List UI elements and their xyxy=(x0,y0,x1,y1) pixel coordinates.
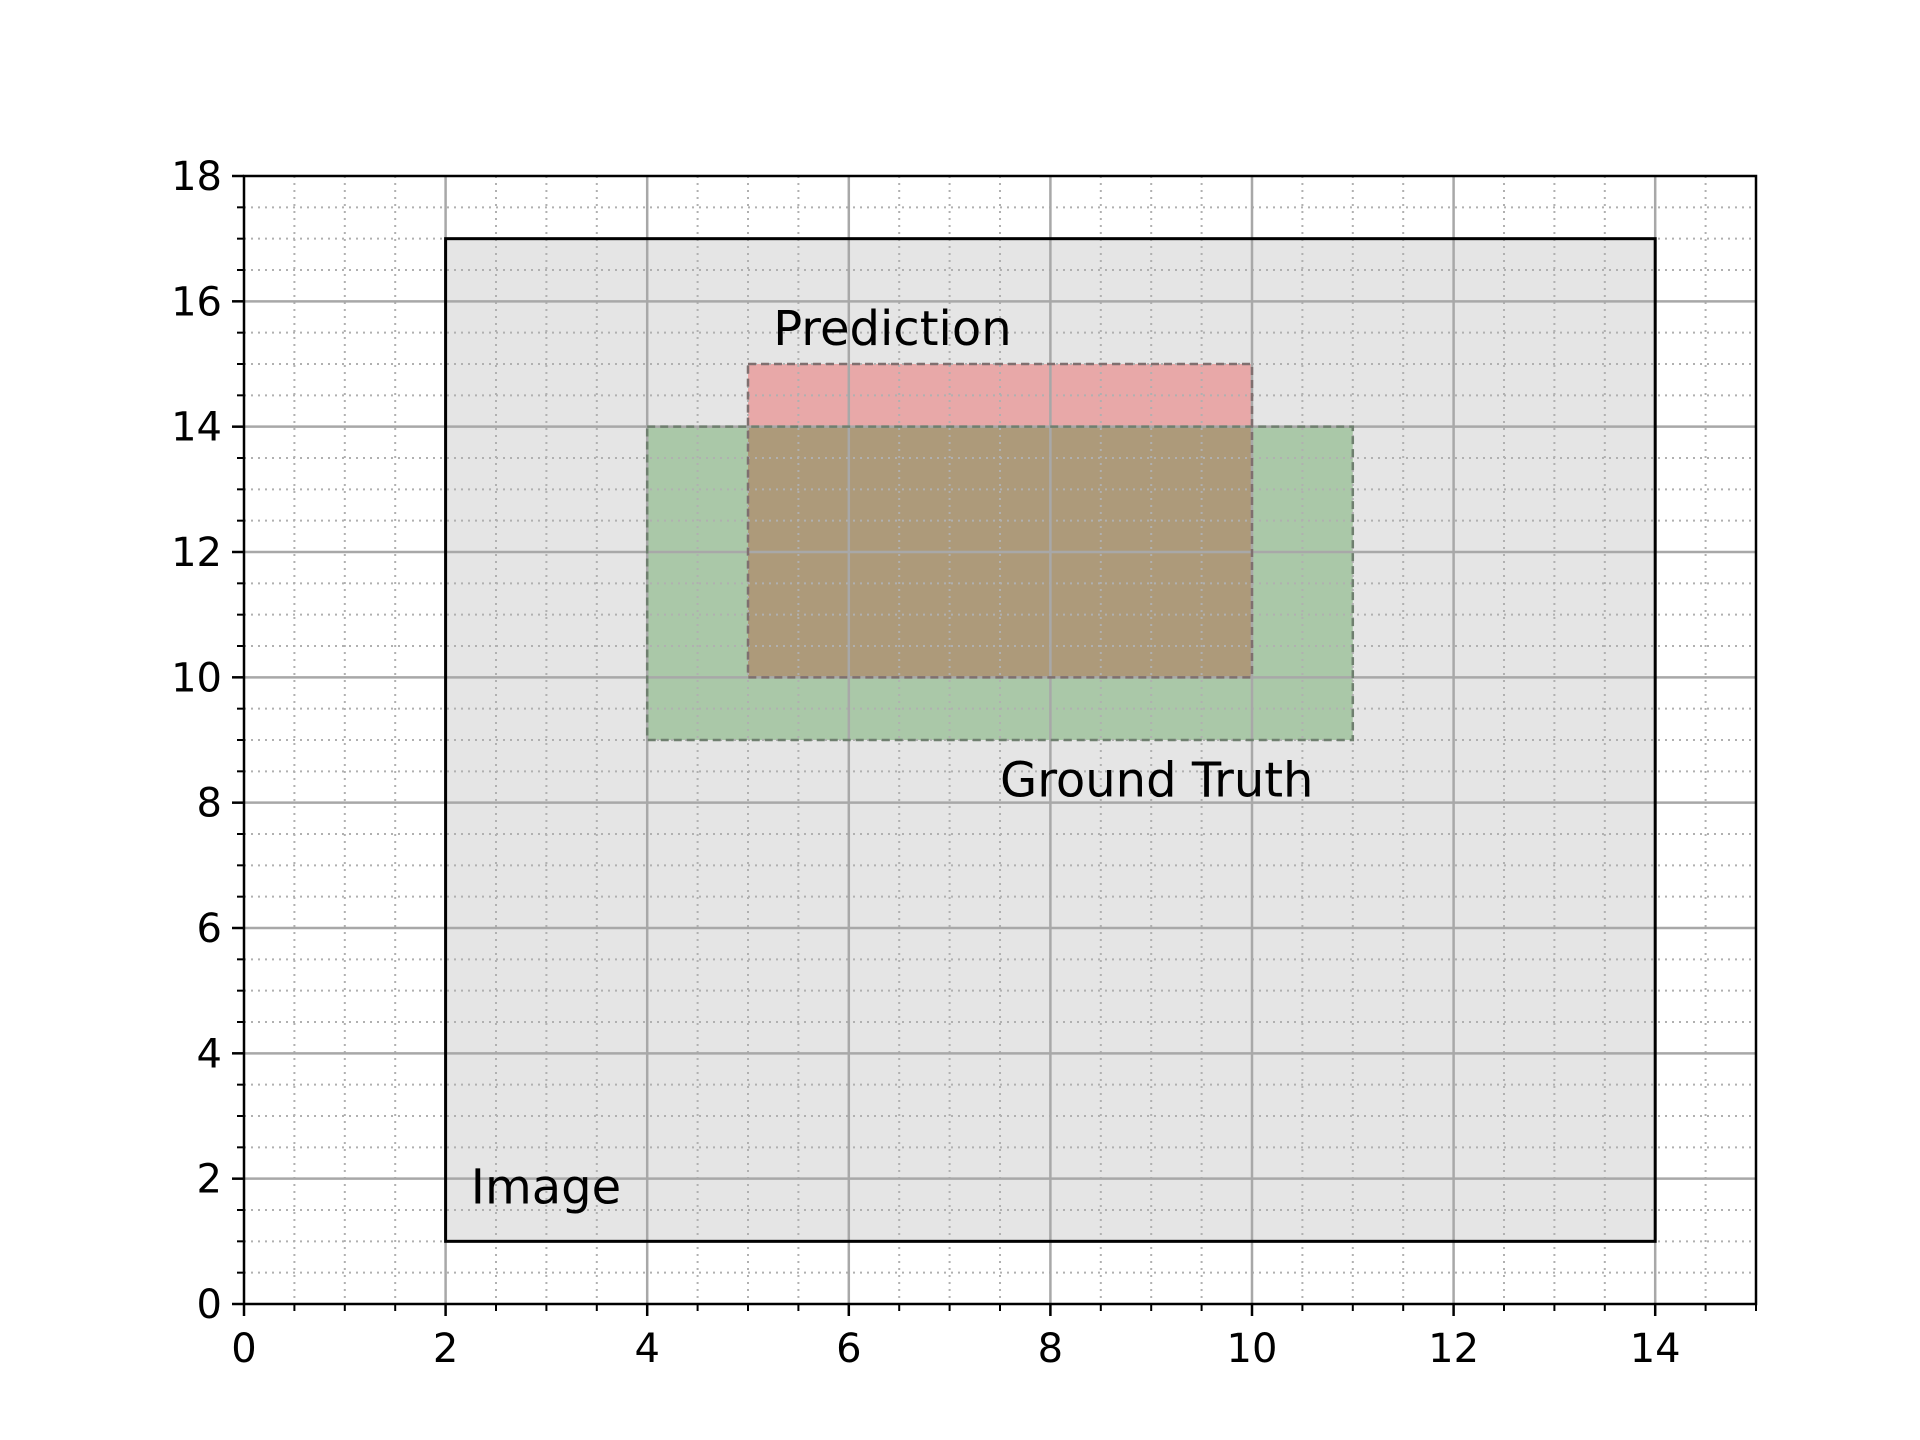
prediction-label: Prediction xyxy=(773,301,1011,357)
labels-layer: Image Ground Truth Prediction xyxy=(471,301,1314,1216)
x-tick-label: 0 xyxy=(231,1326,256,1372)
image-box-edge xyxy=(444,237,1657,1243)
y-tick-label: 18 xyxy=(171,154,222,200)
grid-layer xyxy=(244,176,1756,1304)
y-tick-label: 10 xyxy=(171,655,222,701)
ground-truth-box-edge xyxy=(645,425,1355,742)
y-tick-label: 4 xyxy=(197,1031,222,1077)
y-tick-label: 8 xyxy=(197,781,222,827)
y-tick-label: 6 xyxy=(197,906,222,952)
y-tick-label: 12 xyxy=(171,530,222,576)
x-tick-label: 10 xyxy=(1227,1326,1278,1372)
box-edges-layer xyxy=(444,237,1657,1243)
x-tick-label: 2 xyxy=(433,1326,458,1372)
image-label: Image xyxy=(471,1160,621,1216)
ground-truth-label: Ground Truth xyxy=(1000,752,1313,808)
x-tick-label: 14 xyxy=(1630,1326,1681,1372)
x-tick-label: 4 xyxy=(634,1326,659,1372)
prediction-box-edge xyxy=(746,362,1254,679)
x-tick-label: 6 xyxy=(836,1326,861,1372)
x-tick-label: 12 xyxy=(1428,1326,1479,1372)
y-tick-label: 0 xyxy=(197,1282,222,1328)
y-tick-label: 16 xyxy=(171,279,222,325)
y-tick-label: 14 xyxy=(171,405,222,451)
y-tick-label: 2 xyxy=(197,1157,222,1203)
ticks-layer: 0 2 4 6 8 10 12 14 0 2 4 6 8 10 12 14 16 18 xyxy=(171,154,1757,1372)
x-tick-label: 8 xyxy=(1038,1326,1063,1372)
